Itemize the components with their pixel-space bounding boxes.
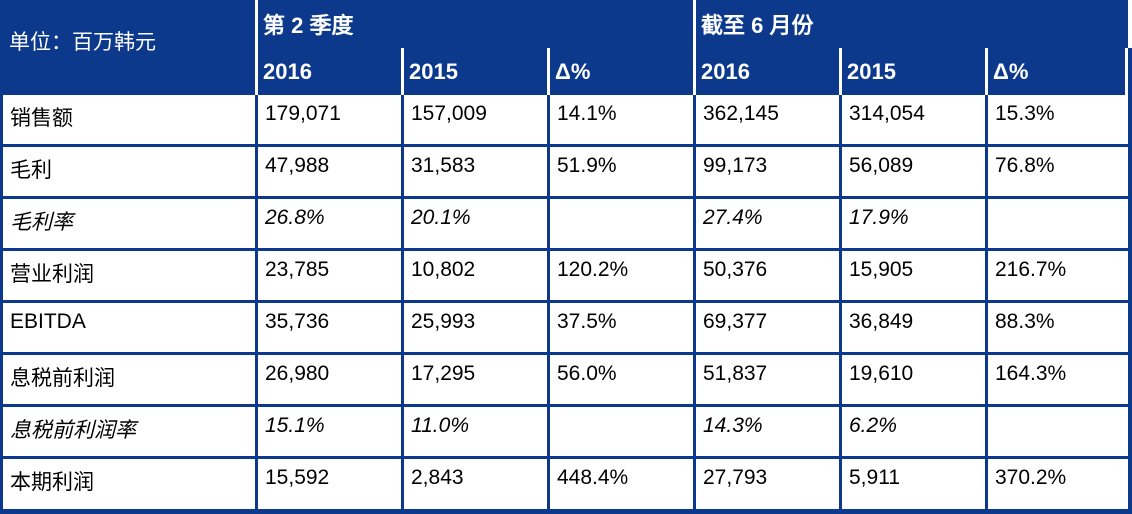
row-sales: 销售额 179,071 157,009 14.1% 362,145 314,05… — [3, 95, 1128, 147]
cell-q2-delta: 120.2% — [547, 251, 693, 300]
cell-ytd-2016: 362,145 — [693, 95, 839, 144]
cell-ytd-2016: 27.4% — [693, 199, 839, 248]
column-group-ytd: 截至 6 月份 — [693, 0, 1128, 48]
cell-ytd-2015: 36,849 — [839, 303, 985, 352]
row-label: 销售额 — [10, 107, 73, 130]
row-ebit-margin: 息税前利润率 15.1% 11.0% 14.3% 6.2% — [3, 407, 1128, 459]
cell-ytd-2015: 19,610 — [839, 355, 985, 404]
cell-q2-2015: 2,843 — [401, 459, 547, 509]
cell-ytd-delta: 88.3% — [985, 303, 1128, 352]
row-label: 毛利 — [10, 159, 52, 182]
column-header-q2-2015: 2015 — [401, 48, 547, 95]
column-group-row: 第 2 季度 截至 6 月份 — [255, 0, 1132, 48]
cell-q2-delta — [547, 199, 693, 248]
table-header: 单位：百万韩元 第 2 季度 截至 6 月份 2016 2015 Δ% 2016… — [0, 0, 1132, 95]
row-gross-profit: 毛利 47,988 31,583 51.9% 99,173 56,089 76.… — [3, 147, 1128, 199]
column-header-ytd-2015: 2015 — [839, 48, 985, 95]
row-ebitda: EBITDA 35,736 25,993 37.5% 69,377 36,849… — [3, 303, 1128, 355]
cell-q2-2016: 179,071 — [255, 95, 401, 144]
cell-ytd-delta: 15.3% — [985, 95, 1128, 144]
cell-ytd-2016: 27,793 — [693, 459, 839, 509]
row-label: 营业利润 — [10, 263, 94, 286]
row-gross-margin: 毛利率 26.8% 20.1% 27.4% 17.9% — [3, 199, 1128, 251]
cell-q2-delta: 448.4% — [547, 459, 693, 509]
cell-ytd-2016: 99,173 — [693, 147, 839, 196]
cell-ytd-delta — [985, 407, 1128, 456]
table-body: 销售额 179,071 157,009 14.1% 362,145 314,05… — [0, 95, 1132, 514]
row-ebit: 息税前利润 26,980 17,295 56.0% 51,837 19,610 … — [3, 355, 1128, 407]
cell-q2-2015: 17,295 — [401, 355, 547, 404]
cell-q2-2016: 23,785 — [255, 251, 401, 300]
row-label: 息税前利润率 — [10, 419, 136, 442]
row-label: 本期利润 — [10, 471, 94, 494]
column-header-ytd-2016: 2016 — [693, 48, 839, 95]
row-label: EBITDA — [10, 310, 86, 333]
unit-label: 单位：百万韩元 — [0, 0, 255, 95]
cell-ytd-2016: 51,837 — [693, 355, 839, 404]
column-header-q2-2016: 2016 — [255, 48, 401, 95]
cell-ytd-2016: 69,377 — [693, 303, 839, 352]
cell-q2-2015: 20.1% — [401, 199, 547, 248]
cell-q2-2016: 26.8% — [255, 199, 401, 248]
cell-ytd-delta: 370.2% — [985, 459, 1128, 509]
cell-ytd-2016: 14.3% — [693, 407, 839, 456]
cell-q2-delta: 51.9% — [547, 147, 693, 196]
cell-ytd-2015: 6.2% — [839, 407, 985, 456]
cell-q2-2015: 11.0% — [401, 407, 547, 456]
cell-ytd-2015: 17.9% — [839, 199, 985, 248]
cell-ytd-delta: 216.7% — [985, 251, 1128, 300]
cell-ytd-delta — [985, 199, 1128, 248]
row-label: 息税前利润 — [10, 367, 115, 390]
row-operating-profit: 营业利润 23,785 10,802 120.2% 50,376 15,905 … — [3, 251, 1128, 303]
cell-q2-delta: 14.1% — [547, 95, 693, 144]
cell-q2-2016: 26,980 — [255, 355, 401, 404]
cell-q2-2016: 35,736 — [255, 303, 401, 352]
cell-q2-delta — [547, 407, 693, 456]
cell-q2-delta: 37.5% — [547, 303, 693, 352]
cell-q2-2015: 25,993 — [401, 303, 547, 352]
column-header-ytd-delta: Δ% — [985, 48, 1128, 95]
column-header-q2-delta: Δ% — [547, 48, 693, 95]
cell-q2-2015: 157,009 — [401, 95, 547, 144]
cell-ytd-delta: 76.8% — [985, 147, 1128, 196]
row-net-profit: 本期利润 15,592 2,843 448.4% 27,793 5,911 37… — [3, 459, 1128, 509]
cell-q2-2016: 47,988 — [255, 147, 401, 196]
cell-ytd-delta: 164.3% — [985, 355, 1128, 404]
cell-q2-2016: 15,592 — [255, 459, 401, 509]
header-columns: 第 2 季度 截至 6 月份 2016 2015 Δ% 2016 2015 Δ% — [255, 0, 1132, 95]
row-label: 毛利率 — [10, 211, 73, 234]
cell-ytd-2016: 50,376 — [693, 251, 839, 300]
cell-ytd-2015: 15,905 — [839, 251, 985, 300]
cell-ytd-2015: 56,089 — [839, 147, 985, 196]
column-years-row: 2016 2015 Δ% 2016 2015 Δ% — [255, 48, 1132, 95]
cell-ytd-2015: 5,911 — [839, 459, 985, 509]
column-group-q2: 第 2 季度 — [255, 0, 693, 48]
cell-ytd-2015: 314,054 — [839, 95, 985, 144]
cell-q2-2016: 15.1% — [255, 407, 401, 456]
cell-q2-2015: 31,583 — [401, 147, 547, 196]
cell-q2-2015: 10,802 — [401, 251, 547, 300]
cell-q2-delta: 56.0% — [547, 355, 693, 404]
